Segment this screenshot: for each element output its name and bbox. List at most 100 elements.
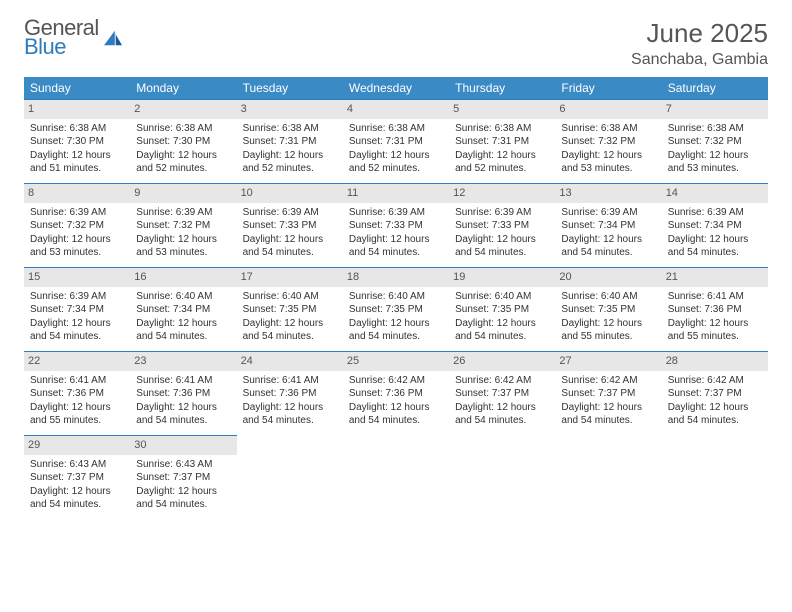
daylight-line: and 54 minutes.: [668, 414, 762, 428]
day-cell: [449, 435, 555, 519]
week-row: 8Sunrise: 6:39 AMSunset: 7:32 PMDaylight…: [24, 183, 768, 267]
day-cell: [237, 435, 343, 519]
day-number: 8: [24, 184, 130, 203]
daylight-line: Daylight: 12 hours: [243, 317, 337, 331]
sunset-line: Sunset: 7:33 PM: [455, 219, 549, 233]
sunset-line: Sunset: 7:31 PM: [243, 135, 337, 149]
sunset-line: Sunset: 7:35 PM: [243, 303, 337, 317]
sunset-line: Sunset: 7:36 PM: [243, 387, 337, 401]
weekday-header: Tuesday: [237, 77, 343, 99]
sunset-line: Sunset: 7:32 PM: [561, 135, 655, 149]
sunset-line: Sunset: 7:35 PM: [455, 303, 549, 317]
weekday-header: Monday: [130, 77, 236, 99]
daylight-line: Daylight: 12 hours: [136, 233, 230, 247]
sunrise-line: Sunrise: 6:43 AM: [30, 458, 124, 472]
day-number: 28: [662, 352, 768, 371]
daylight-line: and 54 minutes.: [455, 330, 549, 344]
sunset-line: Sunset: 7:32 PM: [668, 135, 762, 149]
sunset-line: Sunset: 7:35 PM: [561, 303, 655, 317]
daylight-line: and 51 minutes.: [30, 162, 124, 176]
day-cell: 23Sunrise: 6:41 AMSunset: 7:36 PMDayligh…: [130, 351, 236, 435]
brand-word-2: Blue: [24, 37, 99, 58]
sunrise-line: Sunrise: 6:43 AM: [136, 458, 230, 472]
daylight-line: Daylight: 12 hours: [668, 149, 762, 163]
sunset-line: Sunset: 7:35 PM: [349, 303, 443, 317]
day-cell: 27Sunrise: 6:42 AMSunset: 7:37 PMDayligh…: [555, 351, 661, 435]
daylight-line: and 53 minutes.: [136, 246, 230, 260]
week-row: 22Sunrise: 6:41 AMSunset: 7:36 PMDayligh…: [24, 351, 768, 435]
daylight-line: and 55 minutes.: [30, 414, 124, 428]
sunrise-line: Sunrise: 6:38 AM: [136, 122, 230, 136]
day-cell: 25Sunrise: 6:42 AMSunset: 7:36 PMDayligh…: [343, 351, 449, 435]
weekday-header: Friday: [555, 77, 661, 99]
daylight-line: Daylight: 12 hours: [136, 149, 230, 163]
daylight-line: Daylight: 12 hours: [349, 401, 443, 415]
day-number: 10: [237, 184, 343, 203]
sunset-line: Sunset: 7:34 PM: [668, 219, 762, 233]
sunrise-line: Sunrise: 6:38 AM: [455, 122, 549, 136]
daylight-line: Daylight: 12 hours: [455, 149, 549, 163]
daylight-line: Daylight: 12 hours: [136, 317, 230, 331]
day-cell: 22Sunrise: 6:41 AMSunset: 7:36 PMDayligh…: [24, 351, 130, 435]
day-cell: [343, 435, 449, 519]
daylight-line: Daylight: 12 hours: [455, 401, 549, 415]
daylight-line: and 52 minutes.: [455, 162, 549, 176]
day-number: 27: [555, 352, 661, 371]
day-cell: 17Sunrise: 6:40 AMSunset: 7:35 PMDayligh…: [237, 267, 343, 351]
sunrise-line: Sunrise: 6:38 AM: [668, 122, 762, 136]
daylight-line: and 53 minutes.: [668, 162, 762, 176]
daylight-line: Daylight: 12 hours: [561, 317, 655, 331]
sunset-line: Sunset: 7:34 PM: [136, 303, 230, 317]
day-cell: 6 Sunrise: 6:38 AMSunset: 7:32 PMDaylight…: [555, 99, 661, 183]
sunset-line: Sunset: 7:33 PM: [349, 219, 443, 233]
day-cell: 24Sunrise: 6:41 AMSunset: 7:36 PMDayligh…: [237, 351, 343, 435]
day-cell: 4Sunrise: 6:38 AMSunset: 7:31 PMDaylight…: [343, 99, 449, 183]
daylight-line: and 54 minutes.: [30, 498, 124, 512]
title-location: Sanchaba, Gambia: [631, 51, 768, 69]
day-number: 5: [449, 100, 555, 119]
day-number: 21: [662, 268, 768, 287]
daylight-line: and 54 minutes.: [136, 330, 230, 344]
sunrise-line: Sunrise: 6:39 AM: [561, 206, 655, 220]
day-cell: 13Sunrise: 6:39 AMSunset: 7:34 PMDayligh…: [555, 183, 661, 267]
daylight-line: and 54 minutes.: [349, 246, 443, 260]
sunset-line: Sunset: 7:37 PM: [455, 387, 549, 401]
sunrise-line: Sunrise: 6:42 AM: [349, 374, 443, 388]
daylight-line: Daylight: 12 hours: [30, 149, 124, 163]
daylight-line: and 54 minutes.: [561, 246, 655, 260]
weekday-header: Saturday: [662, 77, 768, 99]
page-header: General Blue June 2025 Sanchaba, Gambia: [24, 18, 768, 69]
sunset-line: Sunset: 7:33 PM: [243, 219, 337, 233]
day-cell: 28Sunrise: 6:42 AMSunset: 7:37 PMDayligh…: [662, 351, 768, 435]
sunset-line: Sunset: 7:34 PM: [30, 303, 124, 317]
daylight-line: and 54 minutes.: [349, 330, 443, 344]
day-number: 23: [130, 352, 236, 371]
daylight-line: Daylight: 12 hours: [349, 317, 443, 331]
day-number: 30: [130, 436, 236, 455]
day-number: 26: [449, 352, 555, 371]
day-number: 19: [449, 268, 555, 287]
day-number: 22: [24, 352, 130, 371]
daylight-line: Daylight: 12 hours: [349, 233, 443, 247]
daylight-line: Daylight: 12 hours: [561, 149, 655, 163]
daylight-line: Daylight: 12 hours: [30, 401, 124, 415]
sunset-line: Sunset: 7:36 PM: [30, 387, 124, 401]
sunset-line: Sunset: 7:30 PM: [30, 135, 124, 149]
sunrise-line: Sunrise: 6:40 AM: [349, 290, 443, 304]
week-row: 1Sunrise: 6:38 AMSunset: 7:30 PMDaylight…: [24, 99, 768, 183]
day-number: 6: [555, 100, 661, 119]
day-cell: [662, 435, 768, 519]
sunset-line: Sunset: 7:36 PM: [136, 387, 230, 401]
sunrise-line: Sunrise: 6:38 AM: [561, 122, 655, 136]
week-row: 29Sunrise: 6:43 AMSunset: 7:37 PMDayligh…: [24, 435, 768, 519]
day-cell: 26Sunrise: 6:42 AMSunset: 7:37 PMDayligh…: [449, 351, 555, 435]
daylight-line: and 54 minutes.: [561, 414, 655, 428]
sunrise-line: Sunrise: 6:39 AM: [668, 206, 762, 220]
day-cell: 29Sunrise: 6:43 AMSunset: 7:37 PMDayligh…: [24, 435, 130, 519]
day-number: 17: [237, 268, 343, 287]
daylight-line: Daylight: 12 hours: [455, 233, 549, 247]
sunrise-line: Sunrise: 6:39 AM: [243, 206, 337, 220]
day-number: 24: [237, 352, 343, 371]
daylight-line: Daylight: 12 hours: [455, 317, 549, 331]
sunrise-line: Sunrise: 6:41 AM: [668, 290, 762, 304]
